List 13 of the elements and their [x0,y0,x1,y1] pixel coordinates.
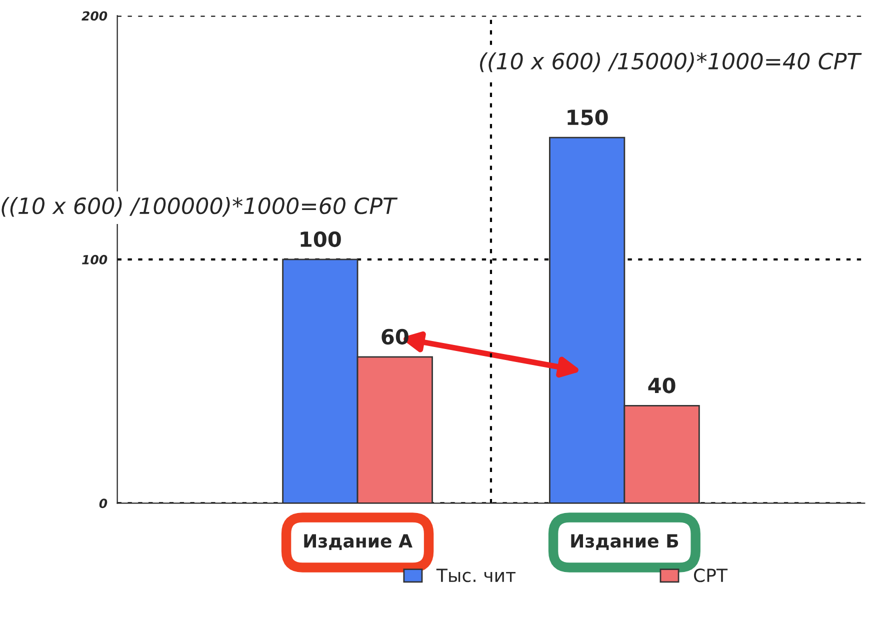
data-label: 150 [568,109,608,126]
data-label: 40 [648,378,676,394]
data-label: 100 [300,231,341,248]
y-tick-label: 200 [82,11,108,21]
legend-label: СРТ [694,568,728,582]
x-tick-label: Издание Б [571,534,678,550]
data-label: 60 [382,328,408,345]
y-tick-label: 100 [82,254,108,264]
legend-label: Тыс. чит [436,568,516,582]
annotation: ((10 x 600) /15000)*1000=40 СРТ [480,52,862,72]
annotation: ((10 x 600) /100000)*1000=60 СРТ [2,197,398,217]
x-tick-label: Издание А [304,534,412,550]
y-tick-label: 0 [99,498,108,508]
